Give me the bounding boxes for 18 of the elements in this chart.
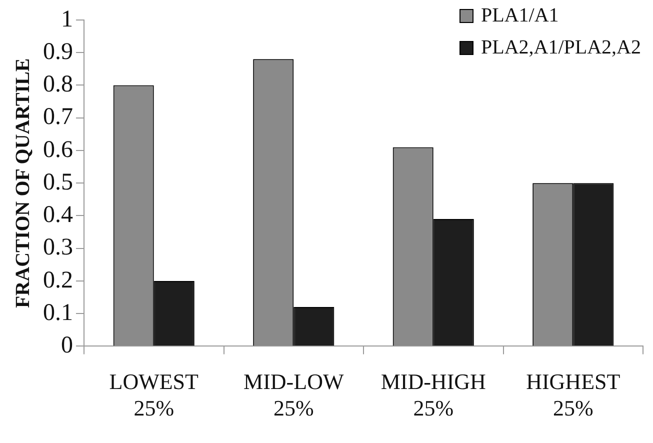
y-tick-label: 0.9 [43,38,73,65]
y-tick-label: 0 [61,332,73,358]
legend-label: PLA2,A1/PLA2,A2 [480,36,642,58]
legend-label: PLA1/A1 [480,4,559,26]
y-tick-label: 0.3 [43,234,73,261]
y-tick-label: 0.8 [43,72,73,98]
y-tick-label: 0.5 [43,169,73,196]
x-tick-label: MID-HIGH 25% [380,369,486,421]
y-tick-label: 0.6 [43,136,73,163]
y-tick-label: 0.1 [43,300,73,326]
x-tick-label: LOWEST 25% [109,369,200,421]
y-tick-label: 1 [61,6,73,32]
y-tick-label: 0.7 [43,104,73,130]
y-tick-label: 0.2 [43,267,73,294]
y-tick-label: 0.4 [43,202,73,228]
x-tick-label: MID-LOW 25% [244,369,344,421]
y-axis-title: FRACTION OF QUARTILE [12,58,34,308]
x-tick-label: HIGHEST 25% [526,369,621,421]
